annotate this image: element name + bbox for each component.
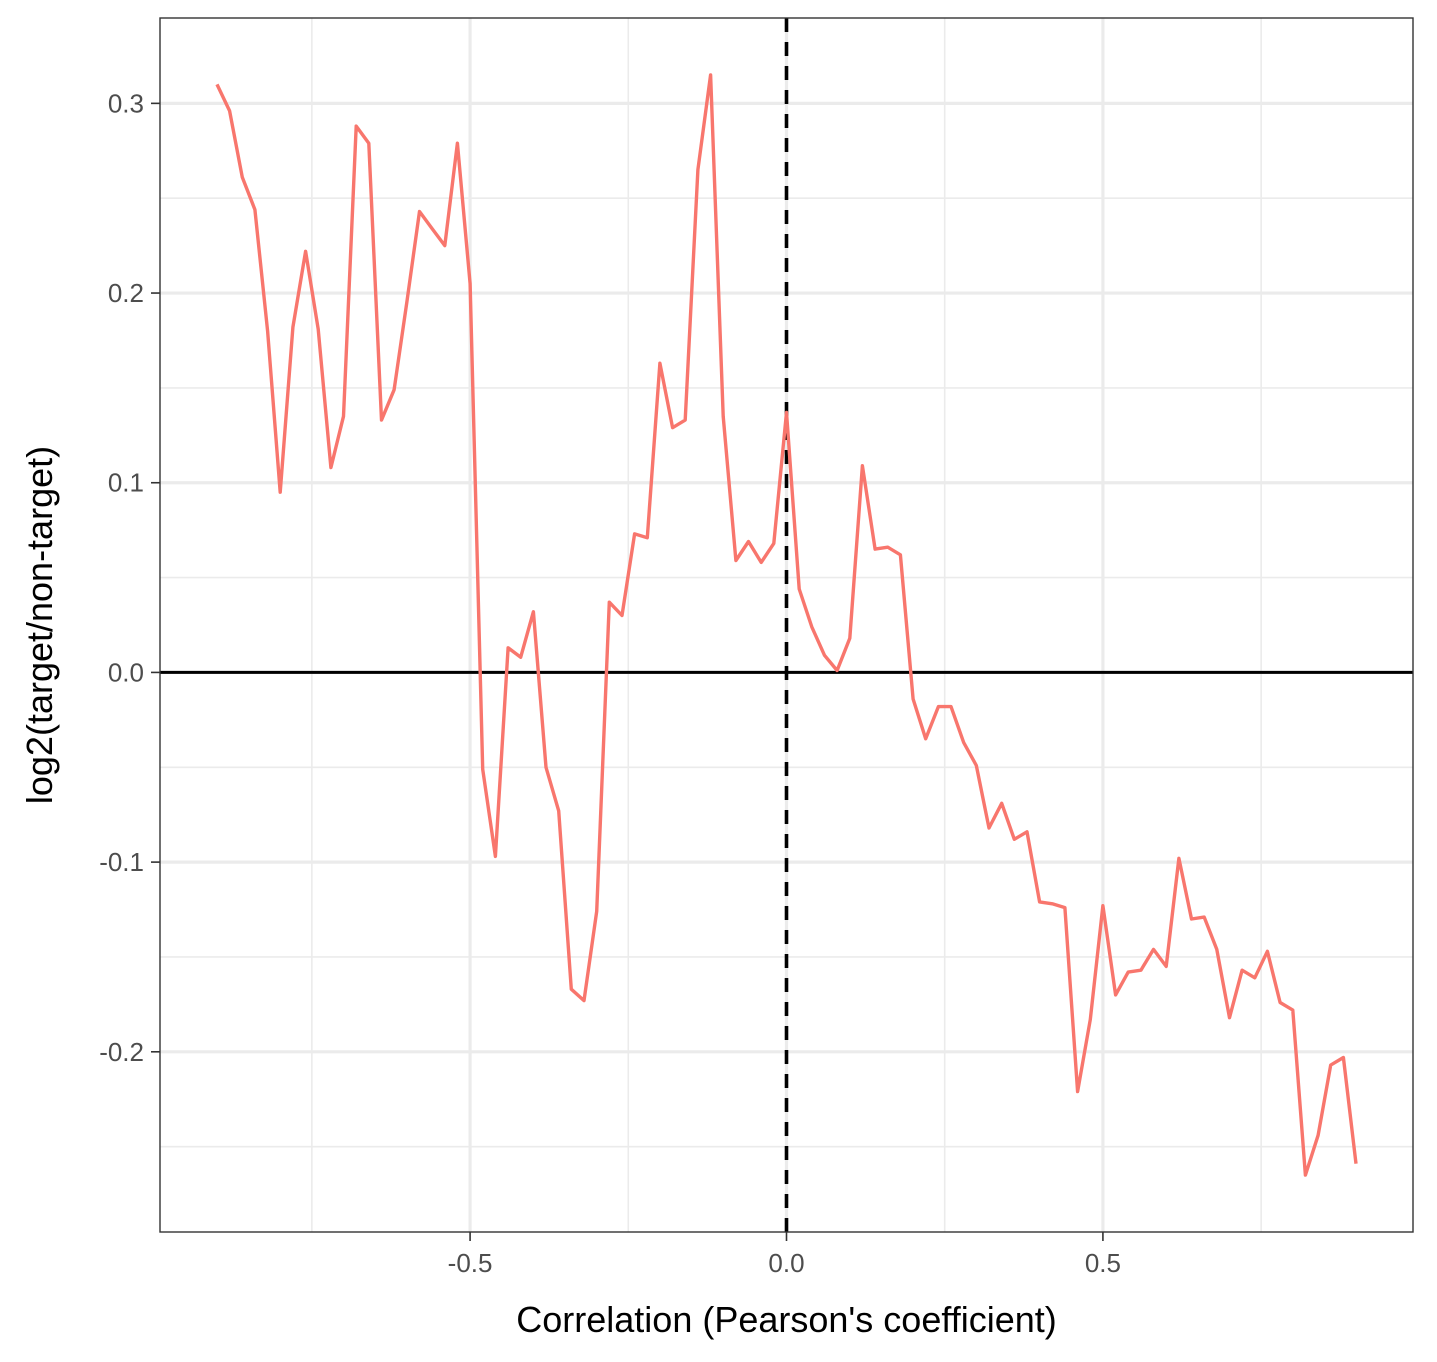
y-tick-label: 0.0 — [108, 657, 144, 687]
plot-panel — [159, 17, 1414, 1233]
x-tick-label: -0.5 — [448, 1248, 493, 1278]
x-axis: -0.5 0.0 0.5 — [448, 1232, 1121, 1278]
x-axis-title: Correlation (Pearson's coefficient) — [516, 1299, 1056, 1340]
x-tick-label: 0.5 — [1085, 1248, 1121, 1278]
y-tick-label: -0.1 — [99, 847, 144, 877]
reference-lines — [160, 18, 1413, 1232]
y-axis: -0.2 -0.1 0.0 0.1 0.2 0.3 — [99, 88, 160, 1067]
series-line — [215, 73, 1358, 1177]
x-tick-label: 0.0 — [768, 1248, 804, 1278]
y-tick-label: 0.3 — [108, 88, 144, 118]
y-tick-label: 0.2 — [108, 278, 144, 308]
series-layer — [215, 73, 1358, 1177]
y-tick-label: 0.1 — [108, 468, 144, 498]
y-tick-label: -0.2 — [99, 1037, 144, 1067]
y-axis-title: log2(target/non-target) — [19, 446, 60, 804]
